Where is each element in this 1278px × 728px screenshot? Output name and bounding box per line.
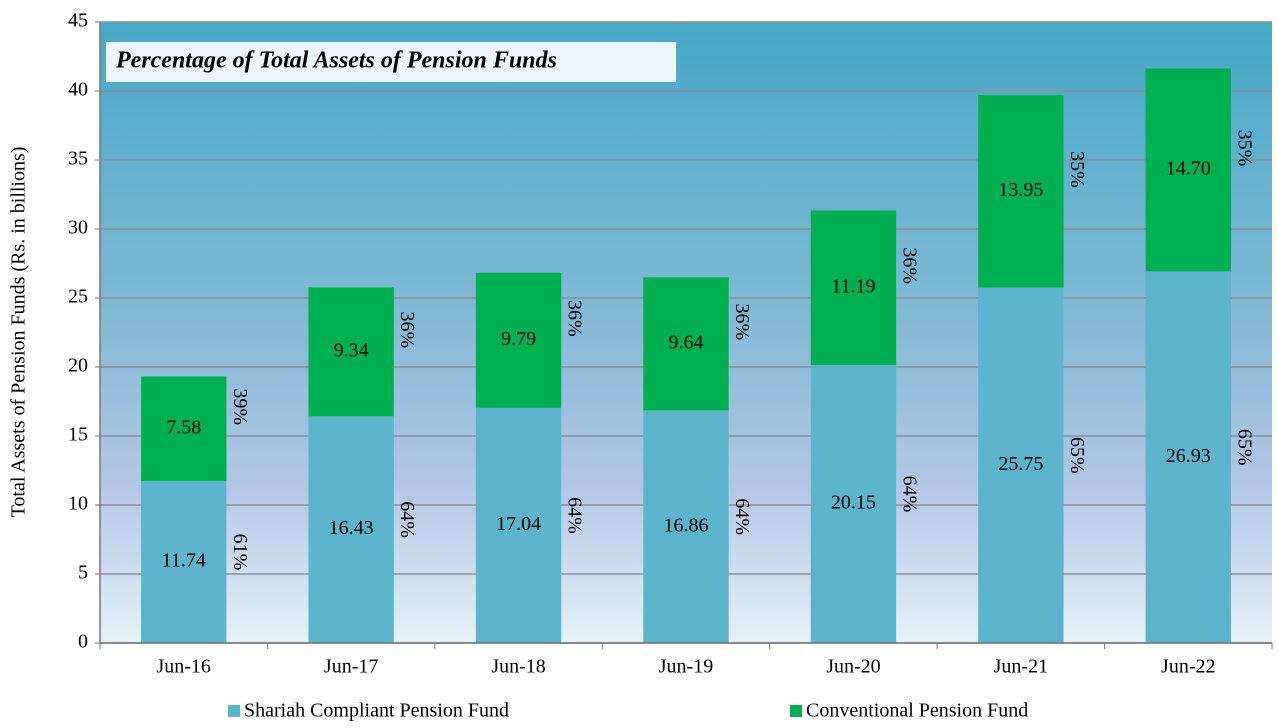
y-tick-label: 0	[78, 631, 88, 653]
share-label: 64%	[396, 501, 418, 538]
share-label: 65%	[1233, 429, 1255, 466]
y-tick-label: 40	[68, 79, 88, 101]
y-tick-label: 25	[68, 286, 88, 308]
legend-swatch	[228, 705, 240, 717]
value-label: 25.75	[998, 453, 1043, 475]
bar-segment	[978, 95, 1064, 288]
value-label: 14.70	[1166, 158, 1211, 180]
x-tick-label: Jun-19	[659, 656, 713, 678]
y-tick-label: 35	[68, 148, 88, 170]
share-label: 36%	[731, 303, 753, 340]
value-label: 16.86	[664, 514, 709, 536]
value-label: 17.04	[496, 513, 541, 535]
chart-title: Percentage of Total Assets of Pension Fu…	[115, 48, 557, 74]
share-label: 35%	[1066, 151, 1088, 188]
share-label: 36%	[564, 300, 586, 337]
x-tick-label: Jun-18	[491, 656, 545, 678]
legend-label: Conventional Pension Fund	[806, 700, 1028, 722]
y-tick-label: 30	[68, 217, 88, 239]
x-tick-label: Jun-16	[156, 656, 210, 678]
y-tick-label: 5	[78, 562, 88, 584]
legend-swatch	[790, 705, 802, 717]
bar-segment	[308, 287, 394, 417]
x-tick-label: Jun-22	[1161, 656, 1215, 678]
value-label: 9.64	[669, 331, 704, 353]
share-label: 36%	[899, 247, 921, 284]
value-label: 9.34	[334, 339, 369, 361]
y-tick-label: 20	[68, 355, 88, 377]
value-label: 11.74	[162, 550, 206, 572]
value-label: 7.58	[166, 416, 201, 438]
y-tick-label: 10	[68, 493, 88, 515]
value-label: 13.95	[998, 179, 1043, 201]
share-label: 64%	[899, 476, 921, 513]
bar-segment	[308, 416, 394, 643]
bar-segment	[643, 277, 729, 411]
bar-segment	[475, 272, 562, 408]
share-label: 36%	[396, 311, 418, 348]
value-label: 26.93	[1166, 445, 1211, 467]
title-box	[106, 42, 676, 82]
share-label: 61%	[229, 534, 251, 571]
bar-segment	[978, 287, 1064, 643]
bar-segment	[1145, 271, 1231, 643]
x-tick-label: Jun-20	[826, 656, 880, 678]
value-label: 16.43	[329, 517, 374, 539]
share-label: 39%	[229, 388, 251, 425]
x-tick-label: Jun-17	[324, 656, 378, 678]
bar-segment	[810, 210, 897, 365]
y-axis-label: Total Assets of Pension Funds (Rs. in bi…	[8, 147, 30, 518]
bar-segment	[141, 376, 227, 481]
value-label: 11.19	[831, 275, 875, 297]
value-label: 20.15	[831, 492, 876, 514]
bar-segment	[141, 480, 227, 643]
share-label: 35%	[1233, 130, 1255, 167]
y-tick-label: 45	[68, 10, 88, 32]
bar-segment	[475, 407, 562, 643]
share-label: 64%	[564, 497, 586, 534]
share-label: 64%	[731, 498, 753, 535]
bar-segment	[1145, 68, 1231, 272]
bar-segment	[810, 364, 897, 643]
y-tick-label: 15	[68, 424, 88, 446]
value-label: 9.79	[501, 328, 536, 350]
x-tick-label: Jun-21	[994, 656, 1048, 678]
legend-label: Shariah Compliant Pension Fund	[244, 700, 509, 722]
bar-segment	[643, 410, 729, 643]
share-label: 65%	[1066, 437, 1088, 474]
